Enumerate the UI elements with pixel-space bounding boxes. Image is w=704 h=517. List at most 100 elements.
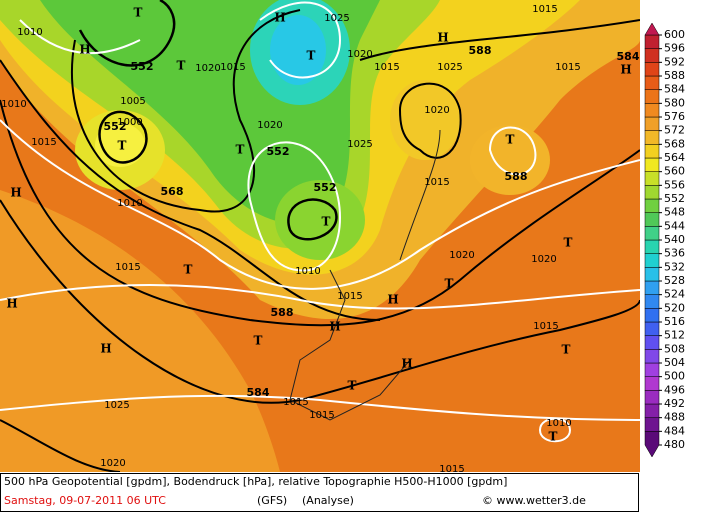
- contour: [359, 19, 640, 61]
- contour-label: 552: [267, 145, 290, 158]
- scale-label: 548: [664, 206, 685, 219]
- scale-label: 584: [664, 83, 685, 96]
- pressure-center: H: [79, 43, 90, 57]
- color-swatch: [644, 130, 660, 145]
- isobar-label: 1020: [531, 254, 556, 265]
- scale-label: 516: [664, 315, 685, 328]
- pressure-center: T: [322, 215, 331, 229]
- pressure-center: T: [549, 430, 558, 444]
- isobar: [488, 126, 572, 443]
- contour: [0, 99, 640, 327]
- footer-box: [0, 473, 639, 512]
- color-swatch: [644, 321, 660, 336]
- pressure-center: H: [387, 293, 398, 307]
- isobar: [19, 1, 342, 79]
- contour: [70, 9, 301, 213]
- shade: [0, 190, 280, 472]
- color-swatch: [644, 34, 660, 49]
- color-swatch: [644, 335, 660, 350]
- isobar-label: 1015: [532, 4, 557, 15]
- isobar-label: 1020: [195, 63, 220, 74]
- pressure-center: H: [401, 357, 412, 371]
- footer-date: Samstag, 09-07-2011 06 UTC: [4, 494, 166, 507]
- isobar-label: 1015: [374, 62, 399, 73]
- scale-label: 588: [664, 69, 685, 82]
- color-swatch: [644, 376, 660, 391]
- isobar-label: 1025: [347, 139, 372, 150]
- isobar-label: 1015: [555, 62, 580, 73]
- scale-label: 484: [664, 424, 685, 437]
- contour: [0, 419, 121, 472]
- shade: [275, 180, 365, 260]
- isobar-label: 1020: [257, 120, 282, 131]
- isobar-label: 1005: [120, 96, 145, 107]
- color-swatch: [644, 226, 660, 241]
- isobar: [0, 284, 640, 310]
- pressure-center: T: [445, 277, 454, 291]
- color-swatch: [644, 75, 660, 90]
- contour-label: 552: [131, 60, 154, 73]
- isobar-label: 1010: [1, 99, 26, 110]
- footer-credit: © www.wetter3.de: [482, 494, 586, 507]
- scale-label: 492: [664, 397, 685, 410]
- scale-label: 600: [664, 28, 685, 41]
- pressure-center: T: [177, 59, 186, 73]
- color-swatch: [644, 171, 660, 186]
- contour: [287, 198, 338, 241]
- color-swatch: [644, 157, 660, 172]
- scale-label: 536: [664, 247, 685, 260]
- isobar-label: 1025: [437, 62, 462, 73]
- footer-run-type: (Analyse): [302, 494, 354, 507]
- isobar-label: 1015: [31, 137, 56, 148]
- isobar: [247, 141, 341, 272]
- color-swatch: [644, 198, 660, 213]
- contour: [0, 199, 640, 404]
- isobar-label: 1015: [337, 291, 362, 302]
- scale-label: 524: [664, 288, 685, 301]
- scale-label: 552: [664, 192, 685, 205]
- isobar-label: 1015: [220, 62, 245, 73]
- isobar-label: 1010: [295, 266, 320, 277]
- pressure-center: T: [134, 6, 143, 20]
- scale-label: 572: [664, 124, 685, 137]
- scale-label: 592: [664, 55, 685, 68]
- isobar-label: 1015: [424, 177, 449, 188]
- color-swatch: [644, 267, 660, 282]
- scale-label: 512: [664, 329, 685, 342]
- scale-label: 496: [664, 383, 685, 396]
- contour-label: 584: [247, 386, 270, 399]
- color-swatch: [644, 239, 660, 254]
- scale-label: 540: [664, 233, 685, 246]
- isobar-label: 1020: [347, 49, 372, 60]
- color-swatch: [644, 390, 660, 405]
- scale-label: 560: [664, 165, 685, 178]
- isobar-label: 1015: [439, 464, 464, 475]
- isobar-label: 1025: [324, 13, 349, 24]
- scale-label: 596: [664, 42, 685, 55]
- scale-label: 504: [664, 356, 685, 369]
- isobar-label: 1015: [533, 321, 558, 332]
- pressure-center: H: [274, 11, 285, 25]
- contour: [78, 0, 176, 67]
- scale-label: 544: [664, 219, 685, 232]
- scale-label: 564: [664, 151, 685, 164]
- color-swatch: [644, 417, 660, 432]
- footer-model: (GFS): [257, 494, 287, 507]
- scale-label: 500: [664, 370, 685, 383]
- scale-label: 520: [664, 301, 685, 314]
- pressure-center: H: [100, 342, 111, 356]
- coastline: [289, 129, 441, 421]
- scale-label: 556: [664, 178, 685, 191]
- color-scale: 4804844884924965005045085125165205245285…: [644, 22, 685, 458]
- isobar-label: 1010: [17, 27, 42, 38]
- scale-label: 580: [664, 96, 685, 109]
- pressure-center: H: [437, 31, 448, 45]
- isobar-label: 1015: [309, 410, 334, 421]
- contour-label: 568: [161, 185, 184, 198]
- scale-label: 480: [664, 438, 685, 451]
- isobar-label: 1020: [100, 458, 125, 469]
- contour-label: 552: [314, 181, 337, 194]
- contour-label: 588: [469, 44, 492, 57]
- isobar-label: 1015: [283, 397, 308, 408]
